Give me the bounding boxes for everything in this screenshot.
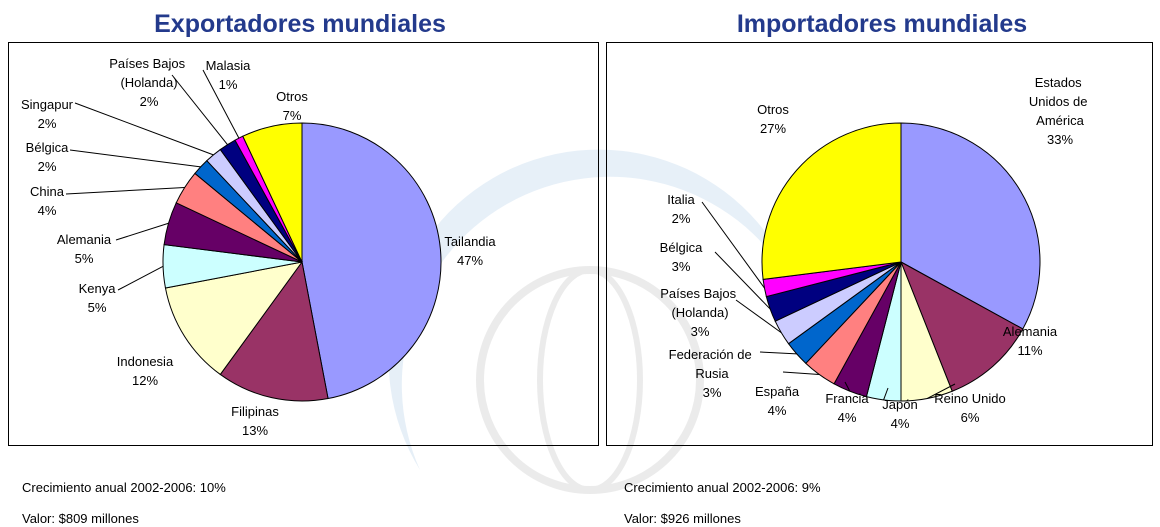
pie-slice [219, 260, 329, 402]
slice-value-label: 5% [75, 251, 94, 266]
slice-value-label: 2% [140, 94, 159, 109]
slice-label: Federación de Rusia [669, 347, 756, 381]
slice-label: Bélgica [26, 140, 69, 155]
note: Crecimiento anual 2002-2006: 9% [624, 480, 821, 495]
leader-line [115, 222, 169, 241]
watermark [388, 149, 800, 494]
leader-line [171, 74, 228, 145]
slice-label: Francia [825, 391, 869, 406]
slice-label: Italia [667, 192, 695, 207]
pie-slice [242, 122, 303, 263]
slice-label: China [30, 184, 65, 199]
leader-line [701, 201, 765, 289]
chart-title: Exportadores mundiales [154, 10, 446, 38]
leader-line [69, 149, 201, 168]
leader-line [759, 351, 797, 355]
pie-slice [900, 122, 1041, 330]
slice-value-label: 3% [691, 324, 710, 339]
slice-label: Países Bajos (Holanda) [109, 56, 189, 90]
note: Valor: $809 millones [22, 511, 139, 526]
slice-value-label: 12% [132, 373, 158, 388]
pie-slice [761, 122, 902, 280]
slice-value-label: 5% [88, 300, 107, 315]
leader-line [782, 371, 820, 375]
slice-value-label: 11% [1017, 343, 1042, 358]
chart-frame [606, 42, 1153, 446]
slice-label: Reino Unido [934, 391, 1006, 406]
slice-value-label: 27% [760, 121, 786, 136]
slice-value-label: 33% [1047, 132, 1073, 147]
leader-line [74, 102, 214, 156]
slice-label: Filipinas [231, 404, 279, 419]
slice-value-label: 7% [283, 108, 302, 123]
slice-label: Indonesia [117, 354, 174, 369]
leader-line [883, 387, 889, 401]
slice-label: Singapur [21, 97, 74, 112]
slice-label: Estados Unidos de América [1029, 75, 1091, 128]
slice-value-label: 13% [242, 423, 268, 438]
slice-label: Otros [757, 102, 789, 117]
leader-line [844, 381, 851, 392]
slice-value-label: 2% [38, 159, 57, 174]
note: Crecimiento anual 2002-2006: 10% [22, 480, 226, 495]
chart-title: Importadores mundiales [737, 10, 1027, 38]
slice-value-label: 4% [768, 403, 787, 418]
slice-label: Alemania [57, 232, 112, 247]
leader-line [714, 251, 771, 310]
slice-value-label: 2% [672, 211, 691, 226]
slice-label: Japón [882, 397, 917, 412]
slice-value-label: 1% [219, 77, 238, 92]
slice-label: Tailandia [444, 234, 496, 249]
leader-line [202, 69, 240, 139]
slice-label: España [755, 384, 800, 399]
slice-value-label: 6% [961, 410, 980, 425]
slice-label: Bélgica [660, 240, 703, 255]
pie-slice [900, 260, 1024, 392]
leader-line [117, 265, 164, 291]
leader-line [735, 299, 782, 334]
slice-label: Países Bajos (Holanda) [660, 286, 740, 320]
chart-frame [8, 42, 599, 446]
slice-label: Kenya [79, 281, 117, 296]
slice-value-label: 2% [38, 116, 57, 131]
slice-label: Otros [276, 89, 308, 104]
slice-value-label: 47% [457, 253, 483, 268]
slice-label: Malasia [206, 58, 252, 73]
slice-value-label: 3% [672, 259, 691, 274]
slice-value-label: 3% [703, 385, 722, 400]
slice-label: Alemania [1003, 324, 1058, 339]
pie-slice [164, 261, 304, 376]
pie-slice [301, 122, 442, 400]
slice-value-label: 4% [38, 203, 57, 218]
slice-value-label: 4% [838, 410, 857, 425]
note: Valor: $926 millones [624, 511, 741, 526]
leader-line [65, 187, 185, 195]
leader-line [926, 383, 956, 399]
slice-value-label: 4% [891, 416, 910, 431]
